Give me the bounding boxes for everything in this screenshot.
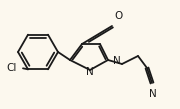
Text: N: N — [149, 89, 157, 99]
Text: Cl: Cl — [7, 63, 17, 73]
Text: N: N — [86, 66, 94, 77]
Text: N: N — [113, 56, 121, 66]
Text: O: O — [114, 11, 122, 21]
